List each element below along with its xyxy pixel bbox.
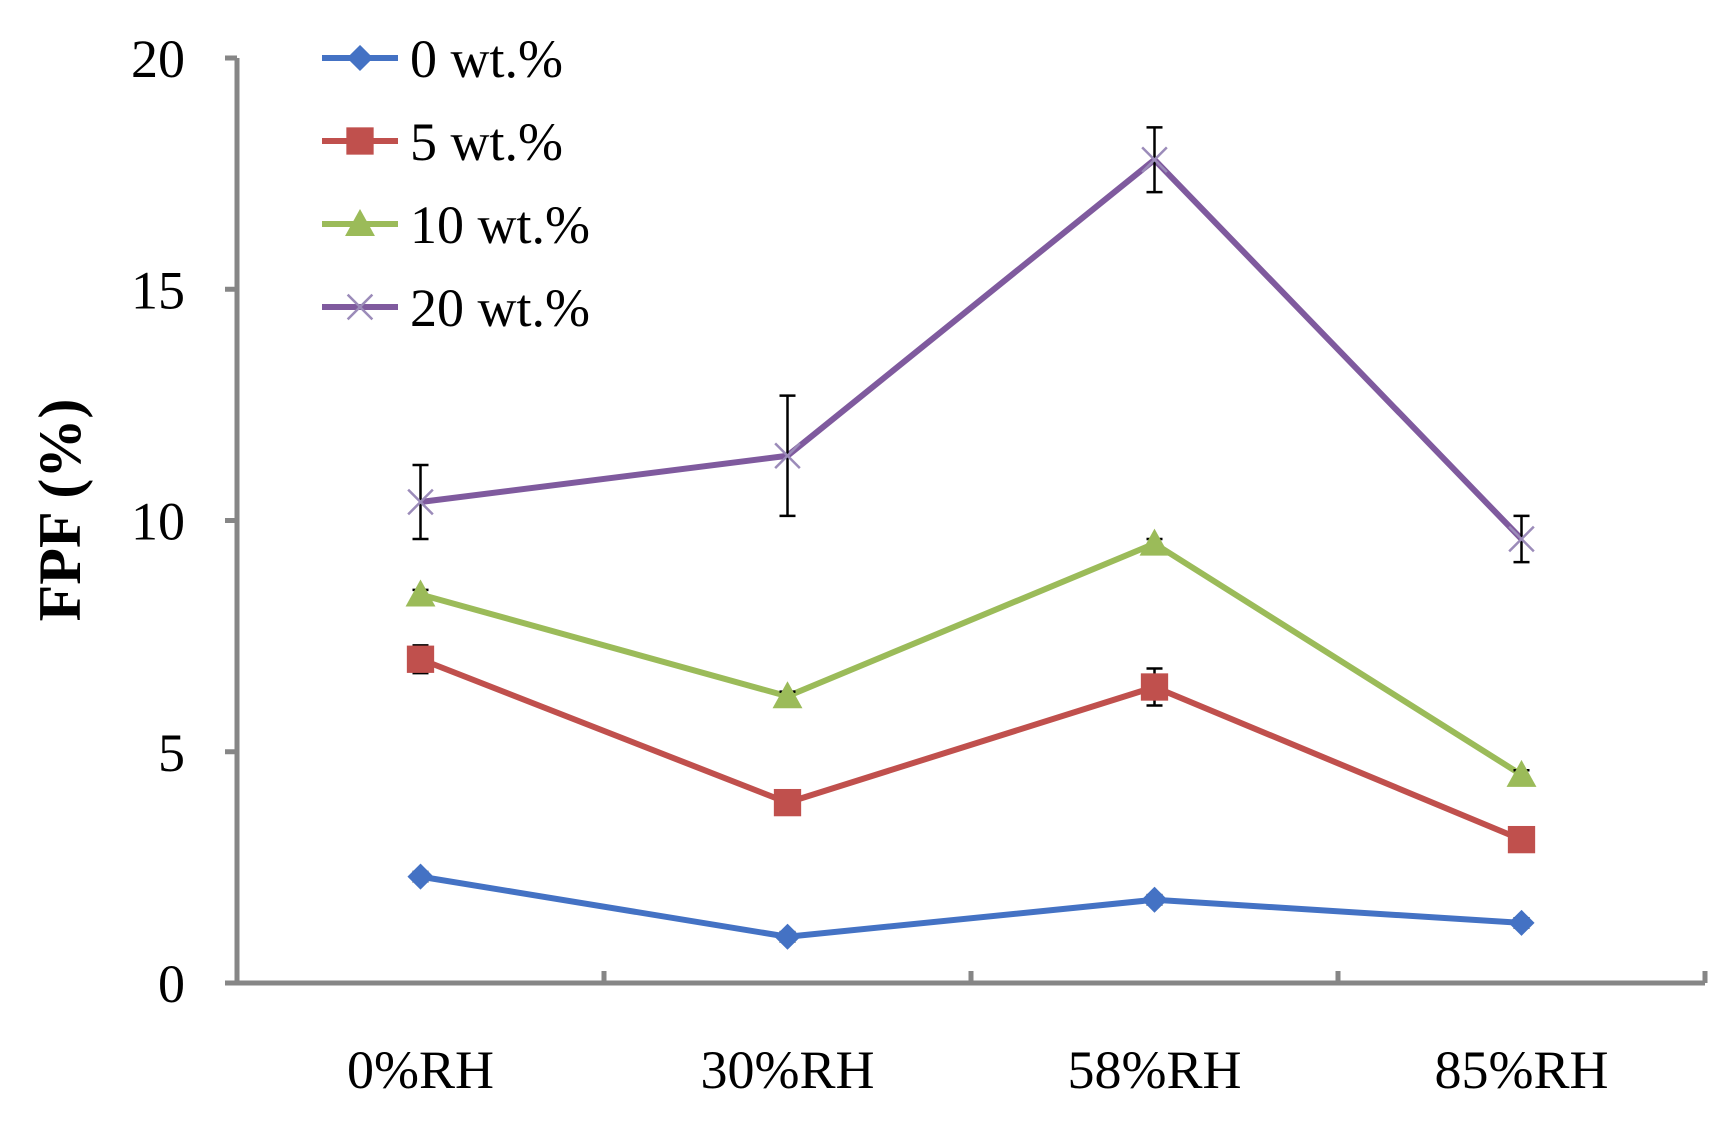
- legend-label: 20 wt.%: [410, 278, 590, 338]
- series-0: [407, 863, 1535, 950]
- data-point: [405, 579, 436, 607]
- legend-item: 20 wt.%: [322, 278, 590, 338]
- y-tick-label: 20: [131, 29, 185, 89]
- legend-item: 10 wt.%: [322, 195, 590, 255]
- y-tick-label: 10: [131, 492, 185, 552]
- data-point: [773, 788, 802, 817]
- series-line: [419, 540, 1524, 778]
- series-2: [405, 528, 1537, 787]
- data-point: [1141, 146, 1168, 173]
- legend-marker: [345, 209, 375, 236]
- x-marker-stroke: [1141, 146, 1168, 173]
- legend: 0 wt.% 5 wt.% 10 wt.% 20 wt.%: [322, 29, 590, 338]
- series-line: [420, 873, 1522, 940]
- series-line: [420, 156, 1524, 542]
- legend-marker: [346, 293, 374, 321]
- data-point: [1508, 525, 1535, 553]
- y-tick-label: 5: [158, 723, 185, 783]
- series-1: [406, 644, 1536, 854]
- data-point: [1508, 909, 1535, 936]
- data-point: [1141, 886, 1168, 913]
- axes: 0 5 10 15 20 0%RH 30%RH 58%RH 85%RH: [131, 29, 1708, 1100]
- data-point: [774, 442, 801, 469]
- data-point: [1506, 759, 1537, 787]
- x-tick-label: 58%RH: [1068, 1040, 1242, 1100]
- data-point: [407, 863, 434, 890]
- data-point: [772, 681, 803, 709]
- data-point: [406, 645, 435, 673]
- legend-marker: [346, 127, 374, 155]
- legend-marker: [346, 44, 374, 72]
- series-3: [407, 126, 1535, 564]
- data-point: [1139, 528, 1170, 556]
- y-tick-label: 15: [131, 260, 185, 320]
- data-point: [1140, 673, 1169, 701]
- series-layer: [405, 126, 1537, 950]
- x-marker-stroke: [774, 442, 801, 469]
- x-marker-stroke: [407, 488, 434, 516]
- legend-label: 10 wt.%: [410, 195, 590, 255]
- legend-label: 5 wt.%: [410, 112, 563, 172]
- series-line: [419, 656, 1523, 843]
- data-point: [1507, 825, 1536, 854]
- data-point: [407, 488, 434, 516]
- legend-item: 5 wt.%: [322, 112, 563, 172]
- x-marker-stroke: [346, 293, 374, 321]
- x-marker-stroke: [1508, 525, 1535, 553]
- y-tick-label: 0: [158, 954, 185, 1014]
- x-tick-label: 0%RH: [347, 1040, 494, 1100]
- legend-item: 0 wt.%: [322, 29, 563, 89]
- x-tick-label: 85%RH: [1435, 1040, 1609, 1100]
- y-axis-title: FPF (%): [27, 399, 93, 622]
- legend-label: 0 wt.%: [410, 29, 563, 89]
- x-tick-label: 30%RH: [701, 1040, 875, 1100]
- data-point: [774, 923, 801, 950]
